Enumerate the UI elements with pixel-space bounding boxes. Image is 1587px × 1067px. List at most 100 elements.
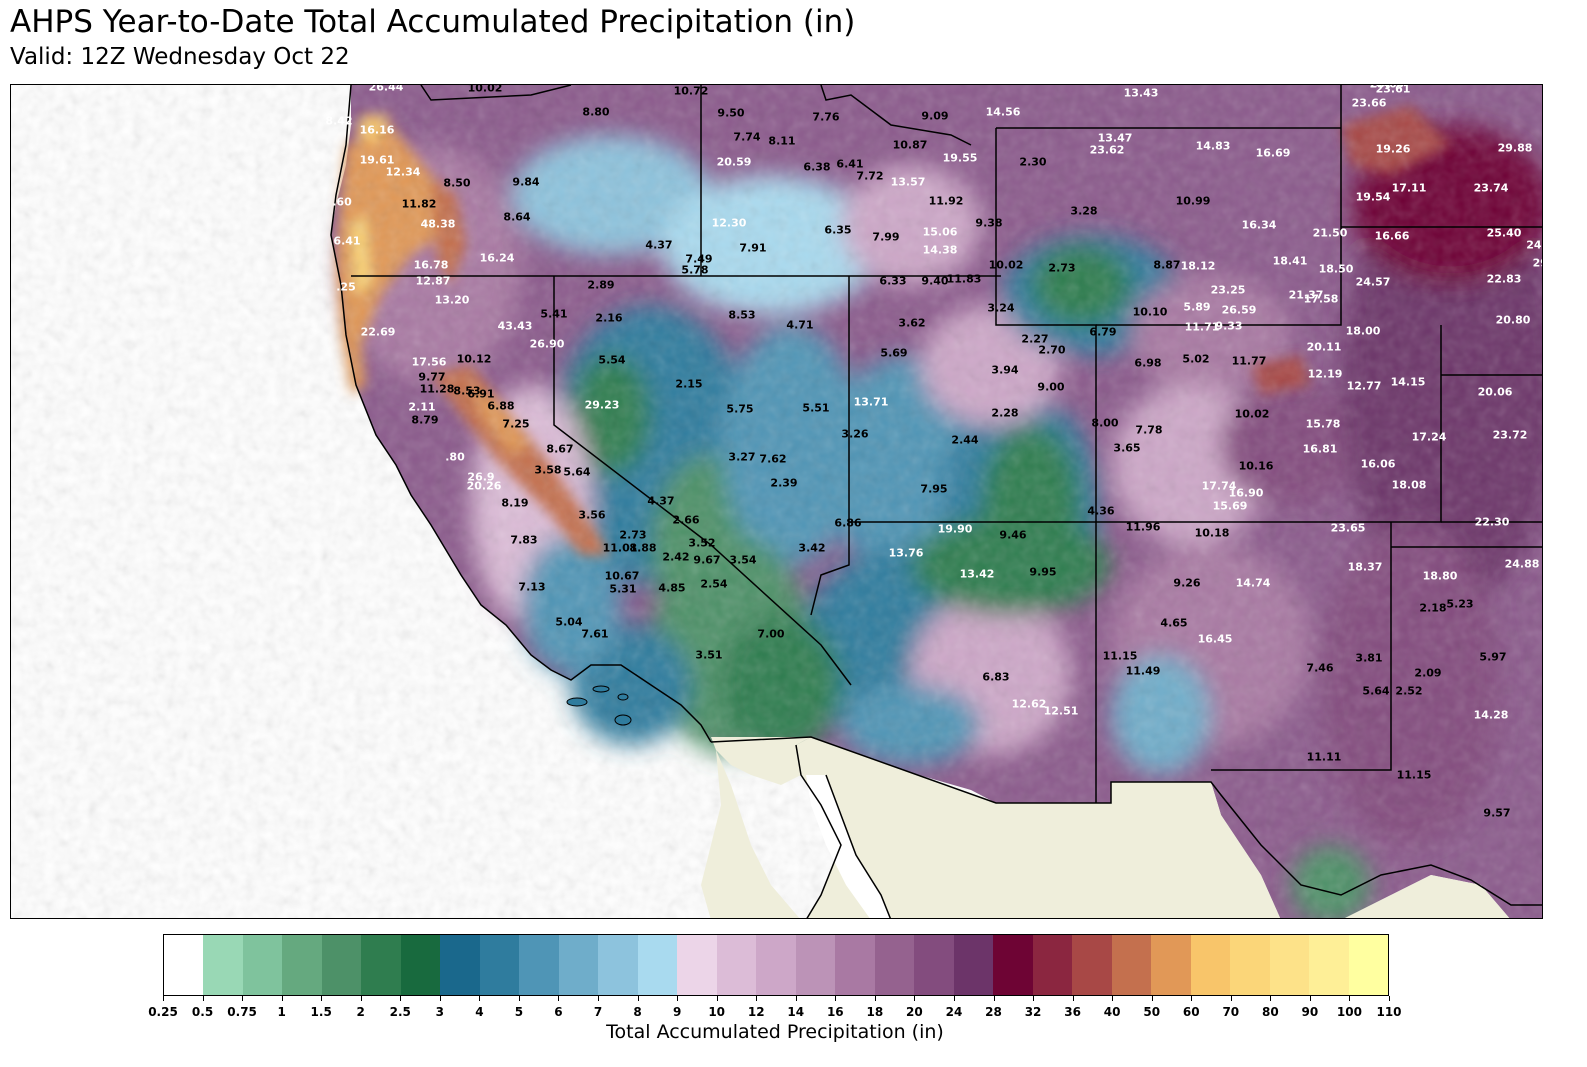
precip-value-label: 26.44	[368, 84, 404, 94]
precip-value-label: 9.46	[999, 528, 1027, 542]
precip-value-label: 2.11	[408, 400, 436, 414]
colorbar-tick-label: 1	[277, 1005, 286, 1019]
precip-value-label: 5.04	[555, 615, 583, 629]
precip-value-label: 14.38	[922, 243, 958, 257]
precip-value-label: 3.28	[1070, 204, 1098, 218]
colorbar-swatch	[400, 935, 441, 995]
precip-value-label: 29.56	[1532, 256, 1542, 270]
colorbar-tick-label: 1.5	[310, 1005, 332, 1019]
colorbar-swatch	[1032, 935, 1073, 995]
precip-value-label: 3.54	[729, 553, 757, 567]
precip-value-label: 11.11	[1306, 750, 1342, 764]
colorbar-tick-mark	[439, 996, 441, 1001]
precip-value-label: 2.09	[1414, 666, 1442, 680]
precip-value-label: 20.59	[716, 155, 752, 169]
colorbar-swatch	[519, 935, 559, 995]
precip-value-label: 3.58	[534, 463, 562, 477]
colorbar	[163, 934, 1389, 996]
colorbar-swatch	[282, 935, 322, 995]
precip-value-label: 8.42	[325, 114, 353, 128]
precip-value-label: 7.61	[581, 627, 609, 641]
precip-value-label: 16.78	[413, 258, 449, 272]
precip-value-label: 10.10	[1132, 305, 1168, 319]
colorbar-tick-label: 6	[554, 1005, 563, 1019]
colorbar-tick-label: 0.75	[227, 1005, 257, 1019]
colorbar-swatch	[835, 935, 875, 995]
precip-value-label: 19.61	[359, 153, 395, 167]
precip-value-label: 18.12	[1180, 259, 1216, 273]
colorbar-tick-mark	[1072, 996, 1074, 1001]
colorbar-tick-mark	[1389, 996, 1390, 1001]
precip-value-label: 5.51	[802, 401, 830, 415]
precip-value-label: 12.30	[711, 216, 747, 230]
precip-value-label: 5.41	[540, 307, 568, 321]
precip-value-label: 8.11	[768, 134, 796, 148]
colorbar-tick-mark	[479, 996, 481, 1001]
baja-peninsula	[701, 750, 800, 918]
colorbar-tick-mark	[756, 996, 758, 1001]
colorbar-tick-mark	[914, 996, 916, 1001]
colorbar-tick-mark	[1270, 996, 1272, 1001]
precip-value-label: 7.91	[739, 241, 767, 255]
precip-value-label: 22.30	[1474, 515, 1510, 529]
precip-value-label: .25	[336, 280, 356, 294]
precip-value-label: 5.78	[681, 263, 709, 277]
colorbar-swatch	[993, 935, 1033, 995]
colorbar-swatch	[677, 935, 717, 995]
precip-value-label: 16.45	[1197, 632, 1233, 646]
precip-value-label: 10.12	[456, 352, 492, 366]
precip-value-label: 9.84	[512, 175, 540, 189]
precip-value-label: 9.95	[1029, 565, 1057, 579]
precip-value-label: 14.74	[1235, 576, 1271, 590]
precip-value-label: 8.50	[443, 176, 471, 190]
precip-value-label: 7.25	[502, 417, 530, 431]
precipitation-field	[11, 85, 1542, 918]
precip-value-label: 8.53	[453, 384, 481, 398]
colorbar-swatch	[1230, 935, 1270, 995]
precip-value-label: 6.79	[1089, 325, 1117, 339]
precip-value-label: 4.71	[786, 318, 814, 332]
precip-value-label: 6.38	[803, 160, 831, 174]
colorbar-swatch	[558, 935, 599, 995]
precip-value-label: 16.16	[359, 123, 395, 137]
precip-value-label: 22.69	[360, 325, 396, 339]
precip-value-label: 9.50	[717, 106, 745, 120]
colorbar-tick-label: 7	[593, 1005, 603, 1019]
precip-value-label: 6.35	[824, 223, 852, 237]
colorbar-tick-label: 0.5	[191, 1005, 214, 1019]
precip-value-label: 5.02	[1182, 352, 1210, 366]
colorbar-tick-label: 16	[826, 1005, 844, 1019]
colorbar-tick-label: 18	[866, 1005, 884, 1019]
precip-value-label: 9.33	[1215, 319, 1243, 333]
precip-value-label: 6.86	[834, 516, 862, 530]
precip-value-label: 3.27	[728, 450, 756, 464]
colorbar-tick-mark	[360, 996, 362, 1001]
precip-value-label: 7.46	[1306, 661, 1334, 675]
precip-value-label: 23.09	[1369, 84, 1405, 91]
precip-value-label: 5.97	[1479, 650, 1507, 664]
precip-value-label: 11.83	[946, 272, 982, 286]
colorbar-tick-label: 32	[1024, 1005, 1042, 1019]
colorbar-tick-label: 10	[708, 1005, 726, 1019]
colorbar-tick-mark	[1112, 996, 1114, 1001]
precip-value-label: 2.16	[595, 311, 623, 325]
precip-value-label: 3.56	[578, 508, 606, 522]
precip-value-label: 2.89	[587, 278, 615, 292]
precip-value-label: 14.56	[985, 105, 1021, 119]
colorbar-tick-mark	[1230, 996, 1232, 1001]
precip-value-label: 13.57	[890, 175, 926, 189]
precip-value-label: 29.23	[584, 398, 620, 412]
precip-value-label: 5.75	[726, 402, 754, 416]
colorbar-swatch	[1111, 935, 1152, 995]
precip-value-label: 4.37	[647, 494, 675, 508]
precip-value-label: 15.78	[1305, 417, 1341, 431]
valid-time-subtitle: Valid: 12Z Wednesday Oct 22	[10, 44, 350, 70]
colorbar-swatch	[1309, 935, 1349, 995]
precip-value-label: 23.65	[1330, 521, 1366, 535]
precip-value-label: 9.40	[921, 274, 949, 288]
precip-value-label: 13.42	[959, 567, 995, 581]
colorbar-tick-mark	[202, 996, 204, 1001]
colorbar-tick-mark	[242, 996, 244, 1001]
precip-value-label: 11.01	[602, 541, 638, 555]
precip-value-label: 10.72	[673, 84, 709, 98]
